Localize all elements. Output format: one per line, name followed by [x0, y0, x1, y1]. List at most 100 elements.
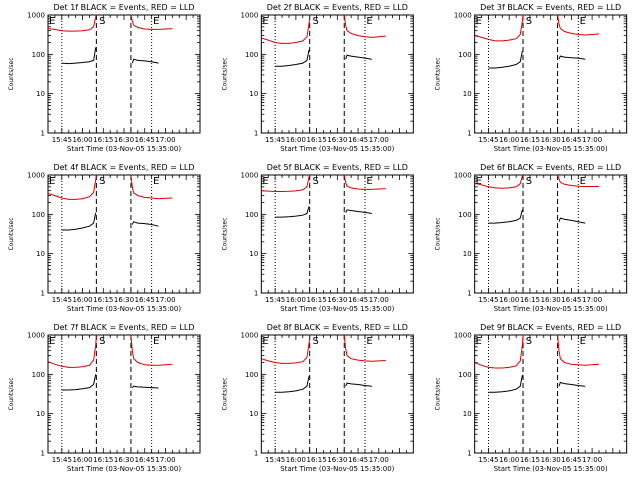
x-tick-label: 16:00 — [499, 136, 519, 144]
x-tick-label: 16:30 — [114, 136, 134, 144]
y-tick-label: 1 — [467, 290, 471, 298]
series-lld-segment-1 — [261, 334, 311, 364]
series-events-segment-1 — [488, 209, 523, 224]
x-tick-label: 17:00 — [369, 456, 389, 464]
panel-title: Det 4f BLACK = Events, RED = LLD — [53, 163, 194, 172]
x-tick-label: 16:45 — [348, 136, 368, 144]
series-lld-segment-1 — [261, 14, 311, 44]
y-tick-label: 10 — [36, 90, 45, 98]
series-lld-segment-1 — [261, 174, 311, 192]
x-tick-label: 17:00 — [582, 456, 602, 464]
series-events-segment-2 — [345, 54, 372, 60]
y-tick-label: 10 — [36, 250, 45, 258]
series-lld-segment-1 — [474, 334, 524, 369]
y-tick-label: 10 — [249, 410, 258, 418]
y-tick-label: 10 — [463, 90, 472, 98]
series-lld-segment-1 — [47, 14, 97, 32]
panel-title: Det 7f BLACK = Events, RED = LLD — [53, 323, 194, 332]
series-lld-segment-2 — [343, 174, 386, 190]
x-tick-label: 15:45 — [265, 296, 285, 304]
x-axis-label: Start Time (03-Nov-05 15:35:00) — [280, 465, 394, 473]
series-lld-segment-2 — [557, 174, 600, 187]
series-lld-segment-1 — [47, 174, 97, 200]
x-tick-label: 16:15 — [93, 456, 113, 464]
region-marker-e: E — [580, 336, 586, 347]
x-tick-label: 16:15 — [307, 456, 327, 464]
x-tick-label: 16:45 — [348, 296, 368, 304]
y-axis-label: Counts/sec — [8, 57, 15, 90]
y-tick-label: 10 — [463, 410, 472, 418]
x-axis-label: Start Time (03-Nov-05 15:35:00) — [494, 145, 608, 153]
y-tick-label: 10 — [249, 90, 258, 98]
x-tick-label: 16:45 — [135, 456, 155, 464]
series-lld-segment-2 — [343, 14, 386, 38]
plot-frame — [47, 14, 201, 134]
series-lld-segment-1 — [47, 334, 97, 368]
region-marker-e: E — [153, 336, 159, 347]
y-axis-label: Counts/sec — [221, 217, 228, 250]
y-tick-label: 1000 — [454, 172, 472, 180]
region-marker-e: E — [49, 336, 55, 347]
x-tick-label: 16:45 — [561, 136, 581, 144]
x-tick-label: 15:45 — [478, 296, 498, 304]
series-lld-segment-2 — [557, 334, 600, 366]
x-tick-label: 16:45 — [561, 296, 581, 304]
series-lld-segment-2 — [130, 174, 173, 200]
region-marker-e: E — [476, 16, 482, 27]
x-tick-label: 15:45 — [52, 136, 72, 144]
panel-title: Det 1f BLACK = Events, RED = LLD — [53, 3, 194, 12]
panel-det-3: Det 3f BLACK = Events, RED = LLD 1 10 100 10… — [435, 3, 628, 153]
y-tick-label: 1000 — [241, 12, 259, 20]
x-tick-label: 16:45 — [135, 296, 155, 304]
y-axis-label: Counts/sec — [435, 217, 442, 250]
y-tick-label: 1 — [254, 130, 258, 138]
series-lld-segment-2 — [557, 14, 600, 36]
region-marker-e: E — [580, 176, 586, 187]
panel-det-6: Det 6f BLACK = Events, RED = LLD 1 10 100 10… — [435, 163, 628, 313]
series-lld-segment-1 — [474, 14, 524, 42]
series-events-segment-1 — [275, 206, 310, 218]
x-tick-label: 16:45 — [348, 456, 368, 464]
series-events-segment-2 — [345, 382, 372, 387]
x-tick-label: 16:00 — [72, 136, 92, 144]
x-tick-label: 15:45 — [265, 456, 285, 464]
series-events-segment-1 — [61, 374, 97, 391]
x-tick-label: 16:15 — [93, 136, 113, 144]
y-tick-label: 1 — [467, 130, 471, 138]
series-lld-segment-2 — [343, 334, 386, 362]
x-tick-label: 17:00 — [369, 136, 389, 144]
x-tick-label: 16:00 — [499, 296, 519, 304]
y-tick-label: 100 — [458, 51, 471, 59]
y-tick-label: 100 — [32, 211, 45, 219]
y-axis-label: Counts/sec — [435, 377, 442, 410]
region-marker-s: S — [526, 336, 532, 347]
series-events-segment-2 — [131, 221, 159, 227]
plot-frame — [474, 14, 628, 134]
series-events-segment-1 — [275, 375, 310, 393]
panel-det-5: Det 5f BLACK = Events, RED = LLD 1 10 100 10… — [221, 163, 414, 313]
x-axis-label: Start Time (03-Nov-05 15:35:00) — [67, 305, 181, 313]
x-tick-label: 16:30 — [327, 456, 347, 464]
panel-det-2: Det 2f BLACK = Events, RED = LLD 1 10 100 10… — [221, 3, 414, 153]
x-tick-label: 16:00 — [286, 296, 306, 304]
y-axis-label: Counts/sec — [8, 377, 15, 410]
y-tick-label: 1000 — [241, 332, 259, 340]
series-lld-segment-2 — [130, 334, 173, 366]
x-axis-label: Start Time (03-Nov-05 15:35:00) — [67, 465, 181, 473]
y-axis-label: Counts/sec — [435, 57, 442, 90]
panel-det-9: Det 9f BLACK = Events, RED = LLD 1 10 100 10… — [435, 323, 628, 473]
y-tick-label: 100 — [245, 51, 258, 59]
x-tick-label: 16:00 — [286, 136, 306, 144]
x-tick-label: 16:00 — [499, 456, 519, 464]
y-tick-label: 1 — [254, 450, 258, 458]
y-tick-label: 1000 — [454, 12, 472, 20]
panel-det-7: Det 7f BLACK = Events, RED = LLD 1 10 100 10… — [8, 323, 201, 473]
y-tick-label: 100 — [245, 211, 258, 219]
y-tick-label: 10 — [36, 410, 45, 418]
plot-frame — [474, 334, 628, 454]
y-tick-label: 1000 — [454, 332, 472, 340]
x-tick-label: 16:00 — [286, 456, 306, 464]
panel-det-8: Det 8f BLACK = Events, RED = LLD 1 10 100 10… — [221, 323, 414, 473]
x-tick-label: 15:45 — [52, 296, 72, 304]
